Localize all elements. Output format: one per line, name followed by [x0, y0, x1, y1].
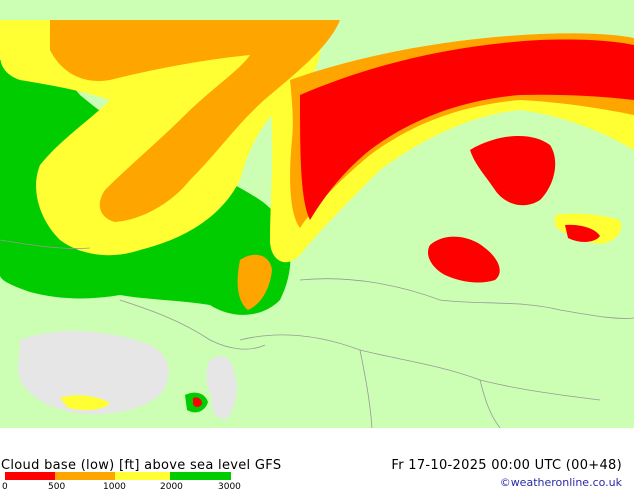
black-sea	[18, 330, 169, 415]
legend-swatch-yellow	[115, 472, 170, 480]
red-patch-northeast	[470, 135, 556, 206]
legend-tick: 1000	[103, 482, 126, 492]
map-footer: Cloud base (low) [ft] above sea level GF…	[0, 428, 634, 492]
legend-tick: 0	[2, 482, 8, 492]
red-patch-caucasus	[193, 397, 202, 407]
forecast-datetime: Fr 17-10-2025 00:00 UTC (00+48)	[391, 458, 622, 473]
legend: 0 500 1000 2000 3000	[0, 472, 241, 492]
red-patch-east	[565, 224, 600, 242]
legend-swatch-green	[170, 472, 231, 480]
orange-patch-southwest	[237, 254, 272, 310]
yellow-patch-south	[60, 395, 110, 411]
legend-tick: 2000	[160, 482, 183, 492]
map-title: Cloud base (low) [ft] above sea level GF…	[1, 458, 282, 473]
legend-tick: 3000	[218, 482, 241, 492]
legend-tick: 500	[48, 482, 66, 492]
red-band-east	[300, 39, 634, 220]
orange-field-northwest	[50, 20, 340, 222]
legend-swatch-red	[5, 472, 55, 480]
legend-swatch-orange	[55, 472, 115, 480]
country-borders	[0, 239, 634, 428]
weather-map	[0, 0, 634, 428]
red-patch-central	[427, 236, 500, 283]
caspian-sea	[206, 356, 237, 419]
credit-link[interactable]: ©weatheronline.co.uk	[499, 476, 622, 489]
legend-color-bar	[5, 472, 231, 480]
